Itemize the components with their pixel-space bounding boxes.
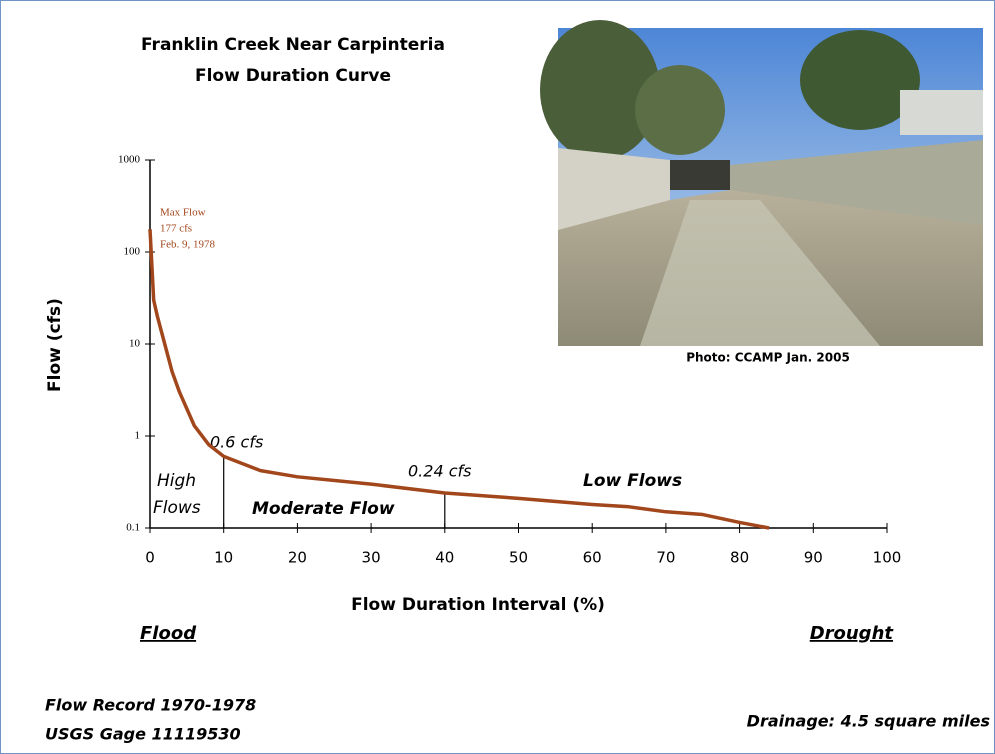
x-tick-label: 20 bbox=[288, 549, 307, 567]
x-tick-label: 50 bbox=[509, 549, 528, 567]
region-label: Flows bbox=[153, 498, 201, 518]
y-axis-label: Flow (cfs) bbox=[45, 298, 65, 392]
x-tick-label: 60 bbox=[583, 549, 602, 567]
y-tick-label: 0.1 bbox=[126, 522, 140, 534]
photo-caption: Photo: CCAMP Jan. 2005 bbox=[686, 351, 850, 365]
chart-subtitle: Flow Duration Curve bbox=[195, 66, 391, 86]
x-tick-label: 100 bbox=[873, 549, 902, 567]
annotation: Max Flow bbox=[160, 207, 206, 219]
annotation: 0.24 cfs bbox=[408, 462, 471, 481]
y-tick-label: 1000 bbox=[118, 154, 141, 166]
x-tick-label: 90 bbox=[804, 549, 823, 567]
flood-label: Flood bbox=[140, 623, 197, 644]
x-tick-label: 10 bbox=[214, 549, 233, 567]
y-tick-label: 100 bbox=[124, 246, 141, 258]
x-tick-label: 30 bbox=[362, 549, 381, 567]
x-axis-label: Flow Duration Interval (%) bbox=[351, 595, 605, 615]
region-label: High bbox=[157, 471, 196, 491]
annotation: 177 cfs bbox=[160, 223, 192, 235]
footer-text: Flow Record 1970-1978 bbox=[45, 696, 256, 715]
y-tick-label: 10 bbox=[129, 338, 141, 350]
annotation: Feb. 9, 1978 bbox=[160, 239, 216, 251]
chart-title: Franklin Creek Near Carpinteria bbox=[141, 35, 445, 55]
region-label: Low Flows bbox=[583, 471, 682, 491]
y-tick-label: 1 bbox=[135, 430, 141, 442]
x-tick-label: 70 bbox=[656, 549, 675, 567]
drought-label: Drought bbox=[810, 623, 895, 644]
flow-curve bbox=[148, 229, 770, 530]
x-tick-label: 80 bbox=[730, 549, 749, 567]
x-tick-label: 40 bbox=[435, 549, 454, 567]
footer-text: USGS Gage 11119530 bbox=[45, 725, 241, 744]
annotation: 0.6 cfs bbox=[210, 433, 263, 452]
x-tick-label: 0 bbox=[145, 549, 155, 567]
photo bbox=[540, 20, 983, 346]
region-label: Moderate Flow bbox=[252, 499, 395, 519]
footer-text: Drainage: 4.5 square miles bbox=[747, 712, 990, 731]
